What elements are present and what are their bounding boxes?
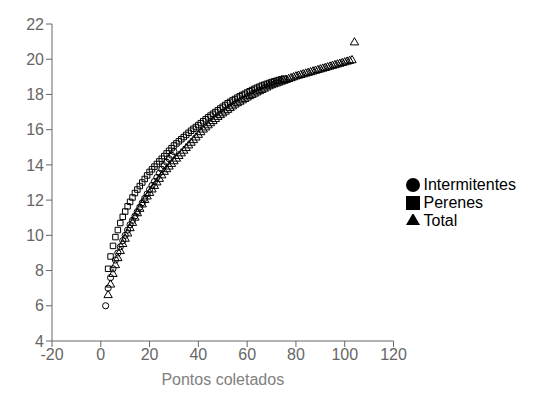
svg-text:60: 60 [238, 346, 256, 363]
svg-text:4: 4 [35, 333, 44, 350]
svg-text:40: 40 [189, 346, 207, 363]
svg-text:20: 20 [26, 51, 44, 68]
svg-text:14: 14 [26, 157, 44, 174]
svg-text:6: 6 [35, 297, 44, 314]
html-text:Perenes: Perenes [423, 193, 484, 211]
html-text:Total: Total [423, 211, 458, 229]
html-text:Intermitentes: Intermitentes [423, 175, 516, 193]
svg-text:10: 10 [26, 227, 44, 244]
svg-text:100: 100 [331, 346, 358, 363]
svg-text:18: 18 [26, 86, 44, 103]
svg-text:0: 0 [96, 346, 105, 363]
svg-text:8: 8 [35, 262, 44, 279]
svg-text:80: 80 [287, 346, 305, 363]
svg-text:12: 12 [26, 192, 44, 209]
svg-text:16: 16 [26, 121, 44, 138]
svg-text:20: 20 [141, 346, 159, 363]
svg-text:120: 120 [380, 346, 407, 363]
svg-text:22: 22 [26, 16, 44, 33]
svg-text:-20: -20 [40, 346, 64, 364]
svg-text:Pontos coletados: Pontos coletados [161, 371, 284, 388]
